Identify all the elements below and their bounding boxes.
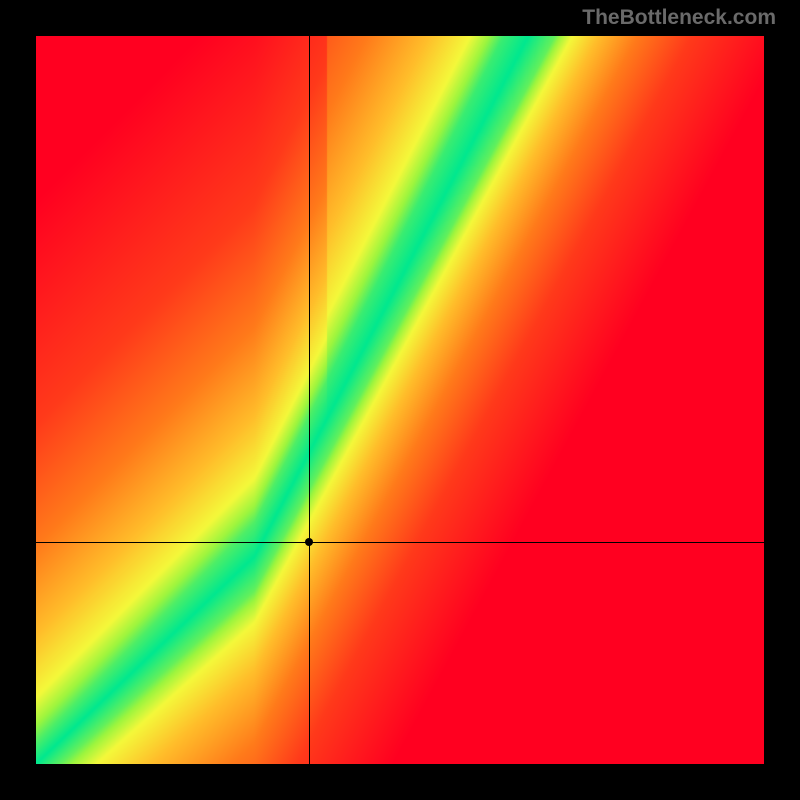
watermark-text: TheBottleneck.com <box>582 6 776 30</box>
marker-dot <box>305 538 313 546</box>
crosshair-horizontal <box>36 542 764 543</box>
crosshair-vertical <box>309 36 310 764</box>
heatmap-canvas <box>36 36 764 764</box>
plot-area <box>36 36 764 764</box>
